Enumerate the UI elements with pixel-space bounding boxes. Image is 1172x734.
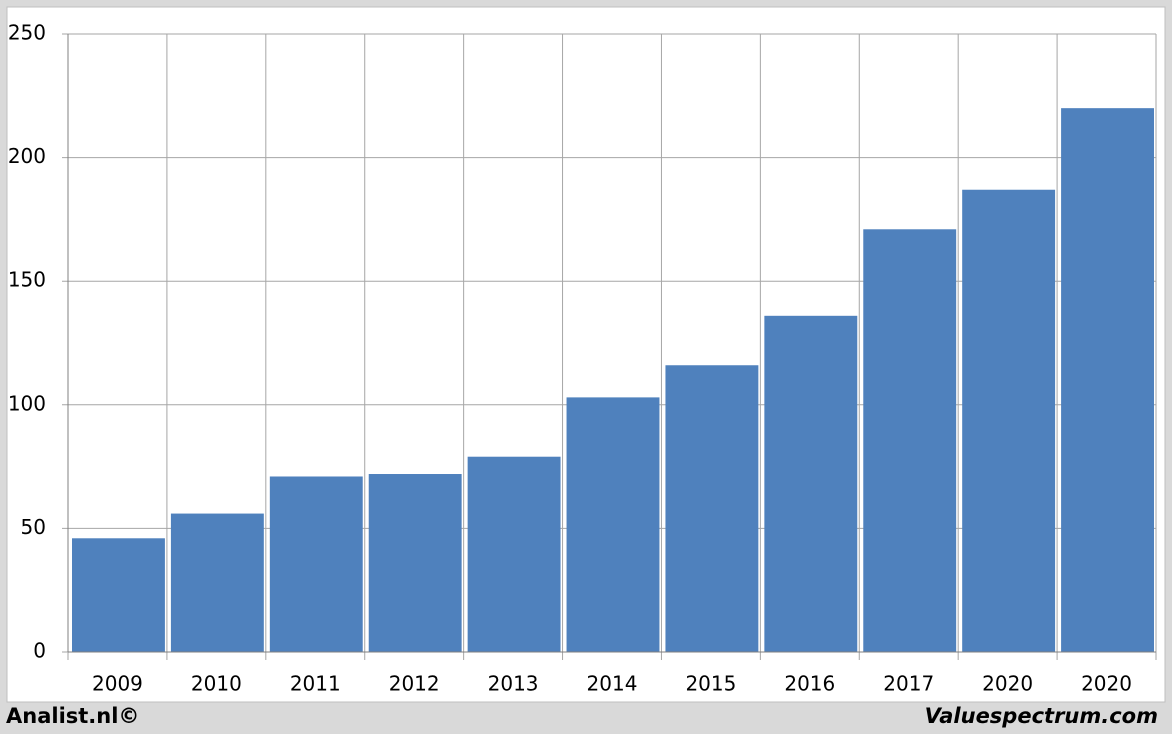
y-tick-label: 0 (33, 639, 46, 663)
y-tick-label: 100 (8, 391, 46, 415)
x-tick-label: 2015 (685, 672, 736, 696)
source-left: Analist.nl© (6, 704, 139, 728)
x-tick-label: 2020 (982, 672, 1033, 696)
x-tick-label: 2020 (1081, 672, 1132, 696)
bar (72, 538, 165, 652)
bar (170, 513, 264, 652)
x-tick-label: 2016 (784, 672, 835, 696)
bar (764, 315, 858, 652)
x-tick-label: 2017 (883, 672, 934, 696)
bar (665, 365, 759, 652)
bar (368, 474, 462, 652)
y-tick-label: 150 (8, 268, 46, 292)
x-tick-label: 2012 (389, 672, 440, 696)
x-tick-label: 2013 (488, 672, 539, 696)
x-tick-label: 2009 (92, 672, 143, 696)
x-tick-label: 2010 (191, 672, 242, 696)
bar (962, 189, 1056, 652)
y-tick-label: 200 (8, 144, 46, 168)
bar (1061, 108, 1154, 652)
x-tick-label: 2011 (290, 672, 341, 696)
bar (467, 456, 561, 652)
bar (269, 476, 363, 652)
y-tick-label: 250 (8, 21, 46, 45)
x-tick-label: 2014 (587, 672, 638, 696)
y-tick-label: 50 (21, 515, 46, 539)
source-right: Valuespectrum.com (925, 704, 1158, 728)
bar (566, 397, 660, 652)
bar (863, 229, 957, 652)
